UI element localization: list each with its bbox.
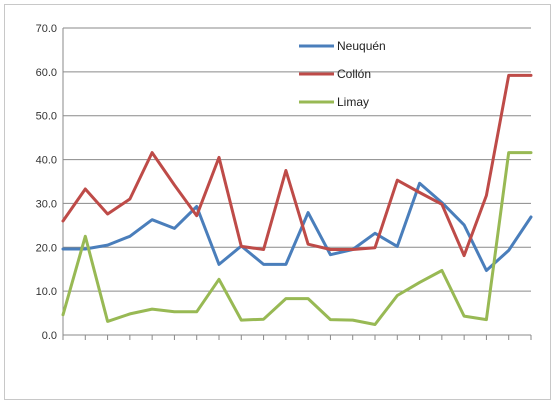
y-tick-label: 60.0	[36, 67, 57, 79]
x-tick-marks	[62, 335, 532, 340]
legend-label: Limay	[337, 95, 369, 109]
y-tick-label: 0.0	[42, 330, 57, 342]
y-tick-label: 30.0	[36, 198, 57, 210]
axes	[62, 28, 531, 336]
y-tick-label: 50.0	[36, 111, 57, 123]
legend-label: Neuquén	[337, 39, 386, 53]
legend-label: Collón	[337, 67, 371, 81]
y-tick-label: 40.0	[36, 155, 57, 167]
series-line-neuqun	[61, 181, 533, 272]
chart-frame: 0.0 10.0 20.0 30.0 40.0 50.0 60.0 70.0 Neuquén C…	[4, 4, 551, 400]
y-tick-label: 20.0	[36, 242, 57, 254]
series-line-limay	[61, 151, 533, 326]
y-tick-label: 10.0	[36, 286, 57, 298]
series-line-colln	[61, 73, 533, 258]
legend: Neuquén Collón Limay	[299, 39, 386, 109]
y-tick-label: 70.0	[36, 23, 57, 35]
series-lines	[61, 73, 533, 326]
line-chart: 0.0 10.0 20.0 30.0 40.0 50.0 60.0 70.0 Neuquén C…	[36, 23, 533, 342]
y-tick-labels: 0.0 10.0 20.0 30.0 40.0 50.0 60.0 70.0	[36, 23, 57, 342]
